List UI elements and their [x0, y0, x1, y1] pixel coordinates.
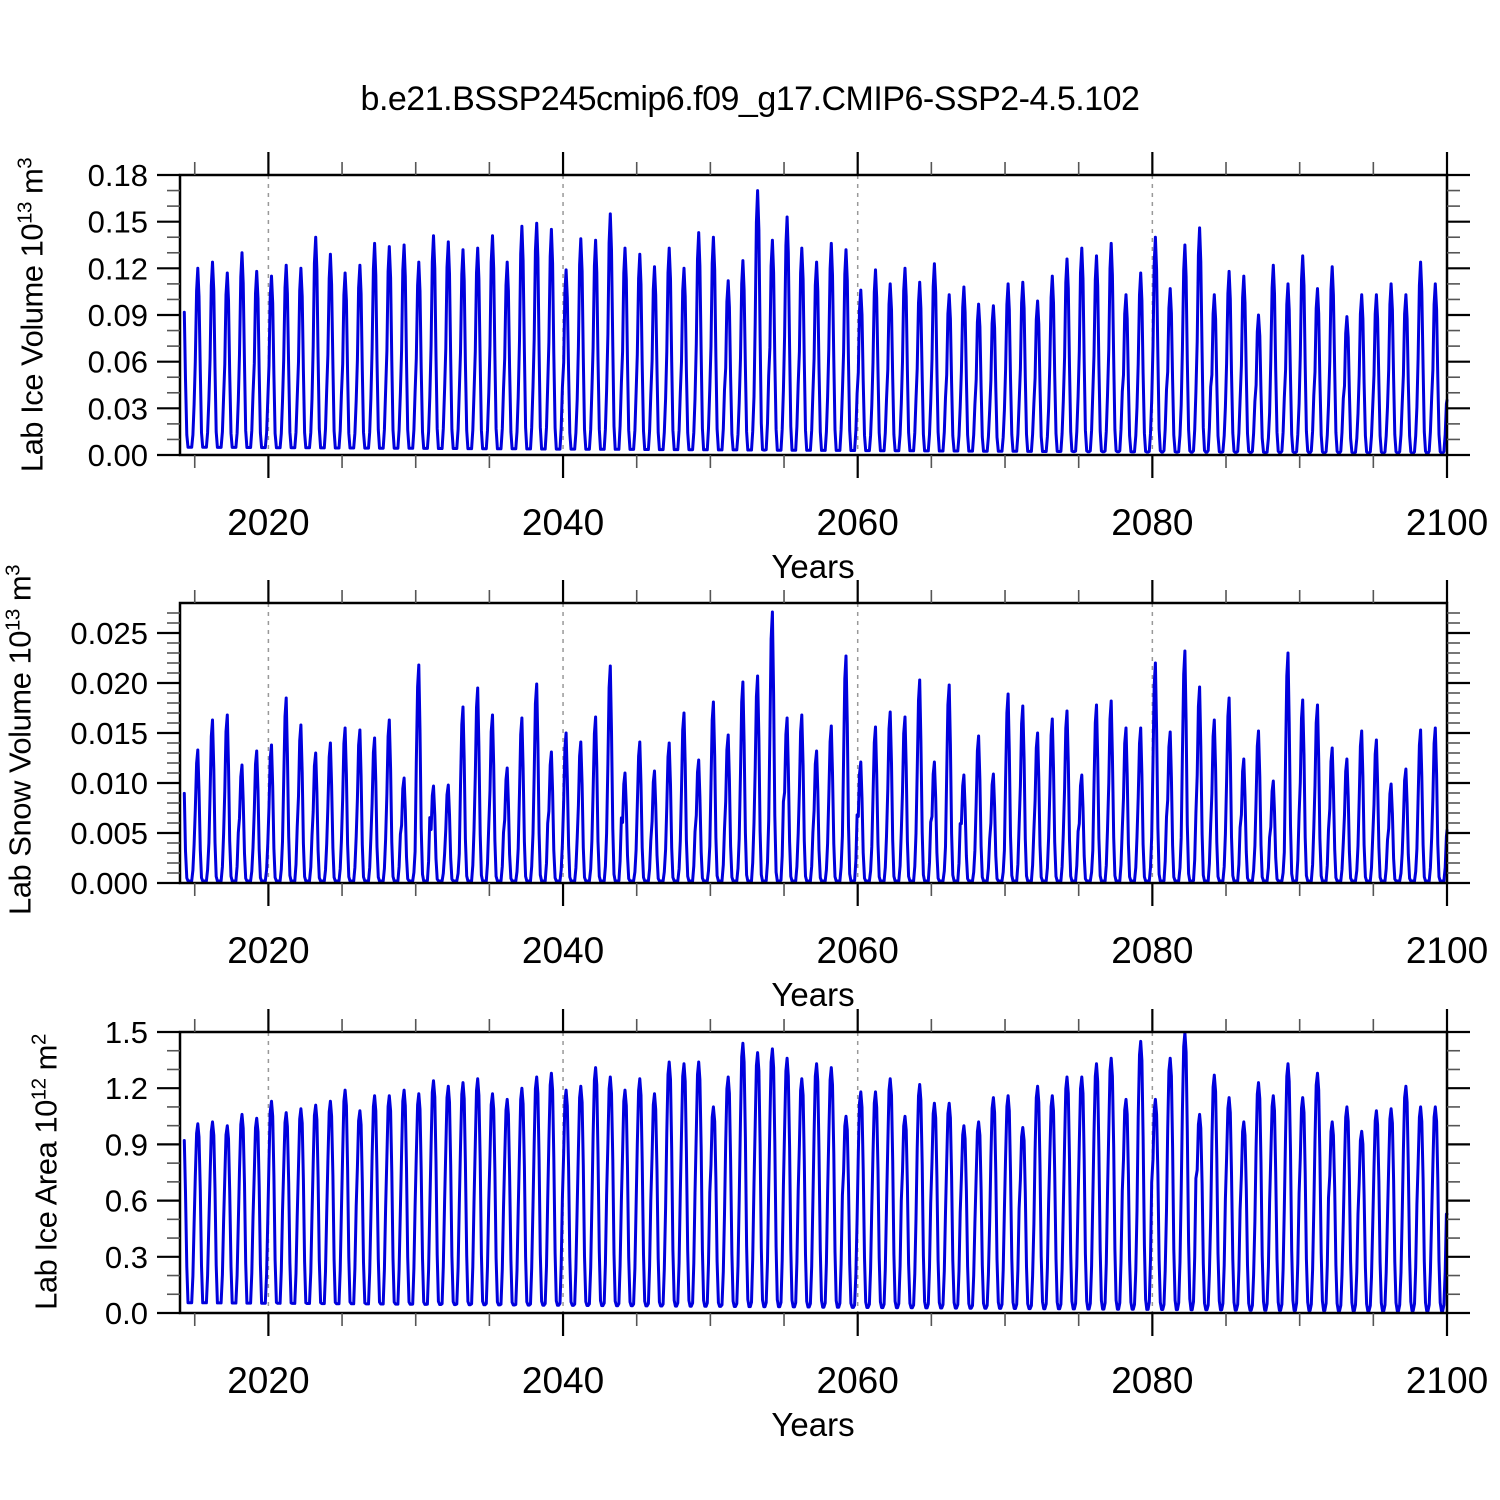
y-tick-label: 0.025 — [70, 616, 148, 651]
panel3-y-axis-title-exponent: 12 — [27, 1078, 51, 1101]
chart-title: b.e21.BSSP245cmip6.f09_g17.CMIP6-SSP2-4.… — [360, 80, 1140, 118]
x-tick-label: 2060 — [817, 502, 899, 543]
x-tick-label: 2100 — [1406, 930, 1488, 971]
y-tick-label: 0.12 — [88, 251, 148, 286]
panel2-y-axis-title-text: Lab Snow Volume 10 — [2, 631, 38, 916]
panel3-y-axis-title: Lab Ice Area 1012 m2 — [27, 1034, 64, 1310]
panel2-y-axis-title-unit: m — [2, 575, 38, 610]
panel1-y-axis-title: Lab Ice Volume 1013 m3 — [13, 158, 50, 472]
x-tick-label: 2100 — [1406, 502, 1488, 543]
y-tick-label: 0.03 — [88, 391, 148, 426]
x-tick-label: 2020 — [227, 1360, 309, 1401]
y-tick-label: 1.5 — [105, 1015, 148, 1050]
pan2-y-axis-title-unit-exponent: 3 — [1, 564, 25, 576]
y-tick-label: 0.005 — [70, 816, 148, 851]
panel3-y-axis-title-unit: m — [28, 1045, 64, 1079]
x-tick-label: 2040 — [522, 930, 604, 971]
y-tick-label: 0.15 — [88, 205, 148, 240]
x-tick-label: 2040 — [522, 502, 604, 543]
y-tick-label: 0.010 — [70, 766, 148, 801]
y-tick-label: 0.3 — [105, 1240, 148, 1275]
x-tick-label: 2040 — [522, 1360, 604, 1401]
x-tick-label: 2100 — [1406, 1360, 1488, 1401]
x-tick-label: 2080 — [1111, 930, 1193, 971]
panel1-y-axis-title-exponent: 13 — [13, 202, 37, 224]
x-tick-label: 2080 — [1111, 502, 1193, 543]
x-tick-label: 2060 — [817, 930, 899, 971]
x-tick-label: 2020 — [227, 930, 309, 971]
data-line — [182, 610, 1449, 883]
panel1-y-axis-title-text: Lab Ice Volume 10 — [14, 223, 50, 473]
y-tick-label: 0.9 — [105, 1127, 148, 1162]
y-tick-label: 1.2 — [105, 1071, 148, 1106]
y-tick-label: 0.020 — [70, 666, 148, 701]
panel3-x-axis-title: Years — [771, 1406, 855, 1443]
y-tick-label: 0.06 — [88, 345, 148, 380]
y-tick-label: 0.015 — [70, 716, 148, 751]
y-tick-label: 0.6 — [105, 1184, 148, 1219]
y-tick-label: 0.0 — [105, 1296, 148, 1331]
panel2-y-axis-title: Lab Snow Volume 1013 m3 — [1, 565, 38, 915]
data-line — [182, 1031, 1449, 1313]
panel1-y-axis-title-unit: m — [14, 168, 50, 203]
panel1-y-axis-title-unit-exponent: 3 — [13, 157, 37, 169]
y-tick-label: 0.18 — [88, 158, 148, 193]
panel1-x-axis-title: Years — [771, 548, 855, 585]
y-tick-label: 0.00 — [88, 438, 148, 473]
y-tick-label: 0.000 — [70, 866, 148, 901]
x-tick-label: 2060 — [817, 1360, 899, 1401]
panel3-y-axis-title-unit-exponent: 2 — [27, 1034, 51, 1046]
panel2-x-axis-title: Years — [771, 976, 855, 1013]
x-tick-label: 2080 — [1111, 1360, 1193, 1401]
x-tick-label: 2020 — [227, 502, 309, 543]
panel3-y-axis-title-text: Lab Ice Area 10 — [28, 1100, 64, 1310]
data-line — [182, 189, 1449, 455]
plot-frame — [178, 1030, 1449, 1315]
y-tick-label: 0.09 — [88, 298, 148, 333]
panel2-y-axis-title-exponent: 13 — [1, 609, 25, 632]
